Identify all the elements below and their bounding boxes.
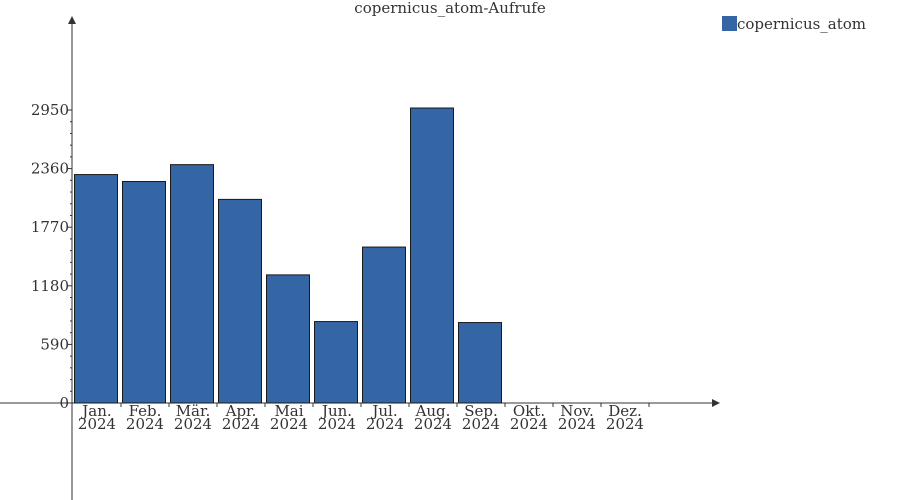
bar bbox=[218, 198, 262, 404]
bar bbox=[266, 274, 310, 404]
x-tick-label-month: Sep. bbox=[464, 402, 498, 420]
x-tick-label-year: 2024 bbox=[606, 415, 644, 433]
x-tick-label-year: 2024 bbox=[462, 415, 500, 433]
x-tick-label-month: Dez. bbox=[608, 402, 642, 420]
y-tick-labels: 0 590 1180 1770 2360 2950 bbox=[31, 101, 69, 412]
x-tick-label-year: 2024 bbox=[222, 415, 260, 433]
x-tick-label-month: Jun. bbox=[320, 402, 352, 420]
x-tick-label-year: 2024 bbox=[510, 415, 548, 433]
bar bbox=[170, 164, 214, 404]
bar bbox=[314, 321, 358, 404]
x-tick-label-month: Mär. bbox=[176, 402, 211, 420]
y-tick-label: 2360 bbox=[31, 160, 69, 178]
x-tick-label-month: Feb. bbox=[129, 402, 162, 420]
x-tick-label-month: Apr. bbox=[225, 402, 257, 420]
x-tick-label-month: Okt. bbox=[513, 402, 545, 420]
x-tick-label-year: 2024 bbox=[366, 415, 404, 433]
y-tick-label: 0 bbox=[59, 394, 69, 412]
x-tick-label-year: 2024 bbox=[78, 415, 116, 433]
y-tick-label: 2950 bbox=[31, 101, 69, 119]
x-tick-label-month: Jul. bbox=[370, 402, 397, 420]
x-tick-label-month: Jan. bbox=[80, 402, 111, 420]
y-tick-label: 1770 bbox=[31, 218, 69, 236]
x-tick-label-year: 2024 bbox=[174, 415, 212, 433]
x-tick-label-year: 2024 bbox=[270, 415, 308, 433]
chart-title: copernicus_atom-Aufrufe bbox=[354, 0, 546, 17]
bar bbox=[410, 107, 454, 404]
y-axis-arrow-icon bbox=[68, 16, 76, 24]
bar bbox=[74, 174, 118, 404]
bar bbox=[122, 181, 166, 404]
x-tick-label-year: 2024 bbox=[126, 415, 164, 433]
x-tick-labels: Jan.2024Feb.2024Mär.2024Apr.2024Mai2024J… bbox=[78, 402, 644, 433]
legend-label: copernicus_atom bbox=[737, 15, 866, 33]
x-axis-arrow-icon bbox=[712, 399, 720, 407]
y-tick-label: 590 bbox=[40, 335, 69, 353]
legend-swatch bbox=[722, 16, 737, 31]
y-tick-label: 1180 bbox=[31, 277, 69, 295]
x-tick-label-year: 2024 bbox=[318, 415, 356, 433]
legend: copernicus_atom bbox=[722, 15, 866, 33]
x-tick-label-month: Nov. bbox=[560, 402, 594, 420]
bar bbox=[458, 322, 502, 404]
x-tick-label-year: 2024 bbox=[558, 415, 596, 433]
bars bbox=[74, 107, 502, 404]
bar bbox=[362, 246, 406, 404]
x-tick-label-month: Aug. bbox=[415, 402, 451, 420]
x-tick-label-year: 2024 bbox=[414, 415, 452, 433]
x-tick-label-month: Mai bbox=[274, 402, 303, 420]
